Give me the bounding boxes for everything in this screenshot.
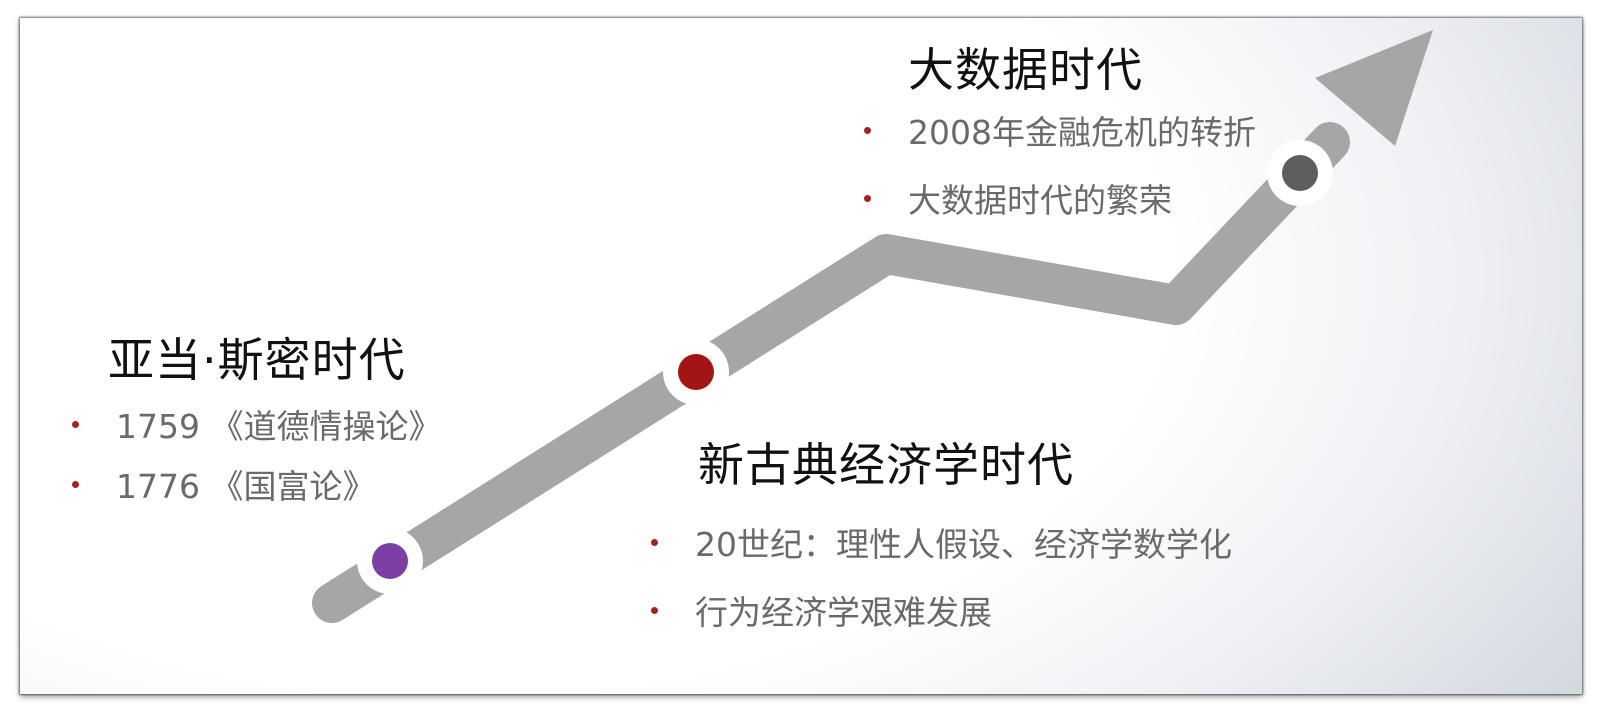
bullet-dot <box>651 607 658 614</box>
era-marker-neoclassical <box>663 339 729 405</box>
era-list-neoclassical: 20世纪：理性人假设、经济学数学化 行为经济学艰难发展 <box>651 518 1232 634</box>
era-item-text: 20世纪：理性人假设、经济学数学化 <box>695 525 1232 564</box>
slide-frame: 亚当·斯密时代 1759 《道德情操论》 1776 《国富论》 新古典经济学时代… <box>20 18 1582 694</box>
era-item: 20世纪：理性人假设、经济学数学化 <box>651 518 1232 566</box>
timeline-diagram <box>312 30 1433 623</box>
era-title-adam-smith: 亚当·斯密时代 <box>108 333 406 387</box>
era-item-text: 1776 《国富论》 <box>116 467 376 506</box>
era-item-text: 大数据时代的繁荣 <box>908 181 1172 220</box>
era-list-big-data: 2008年金融危机的转折 大数据时代的繁荣 <box>864 106 1256 222</box>
bullet-dot <box>72 421 79 428</box>
era-marker-big-data <box>1267 140 1333 206</box>
era-item-text: 1759 《道德情操论》 <box>116 407 442 446</box>
era-item: 大数据时代的繁荣 <box>864 174 1256 222</box>
bullet-dot <box>864 127 871 134</box>
bullet-dot <box>651 539 658 546</box>
era-item-text: 2008年金融危机的转折 <box>908 113 1256 152</box>
era-item: 行为经济学艰难发展 <box>651 586 1232 634</box>
bullet-dot <box>72 481 79 488</box>
era-item: 1759 《道德情操论》 <box>72 400 441 448</box>
era-item-text: 行为经济学艰难发展 <box>695 593 992 632</box>
bullet-dot <box>864 195 871 202</box>
era-list-adam-smith: 1759 《道德情操论》 1776 《国富论》 <box>72 400 441 508</box>
era-item: 2008年金融危机的转折 <box>864 106 1256 154</box>
era-item: 1776 《国富论》 <box>72 460 441 508</box>
era-marker-adam-smith <box>357 528 423 594</box>
era-title-big-data: 大数据时代 <box>908 43 1143 97</box>
growth-arrow <box>312 30 1433 623</box>
era-title-neoclassical: 新古典经济学时代 <box>698 438 1074 492</box>
arrow-head <box>1315 30 1433 146</box>
arrow-path <box>312 122 1350 623</box>
